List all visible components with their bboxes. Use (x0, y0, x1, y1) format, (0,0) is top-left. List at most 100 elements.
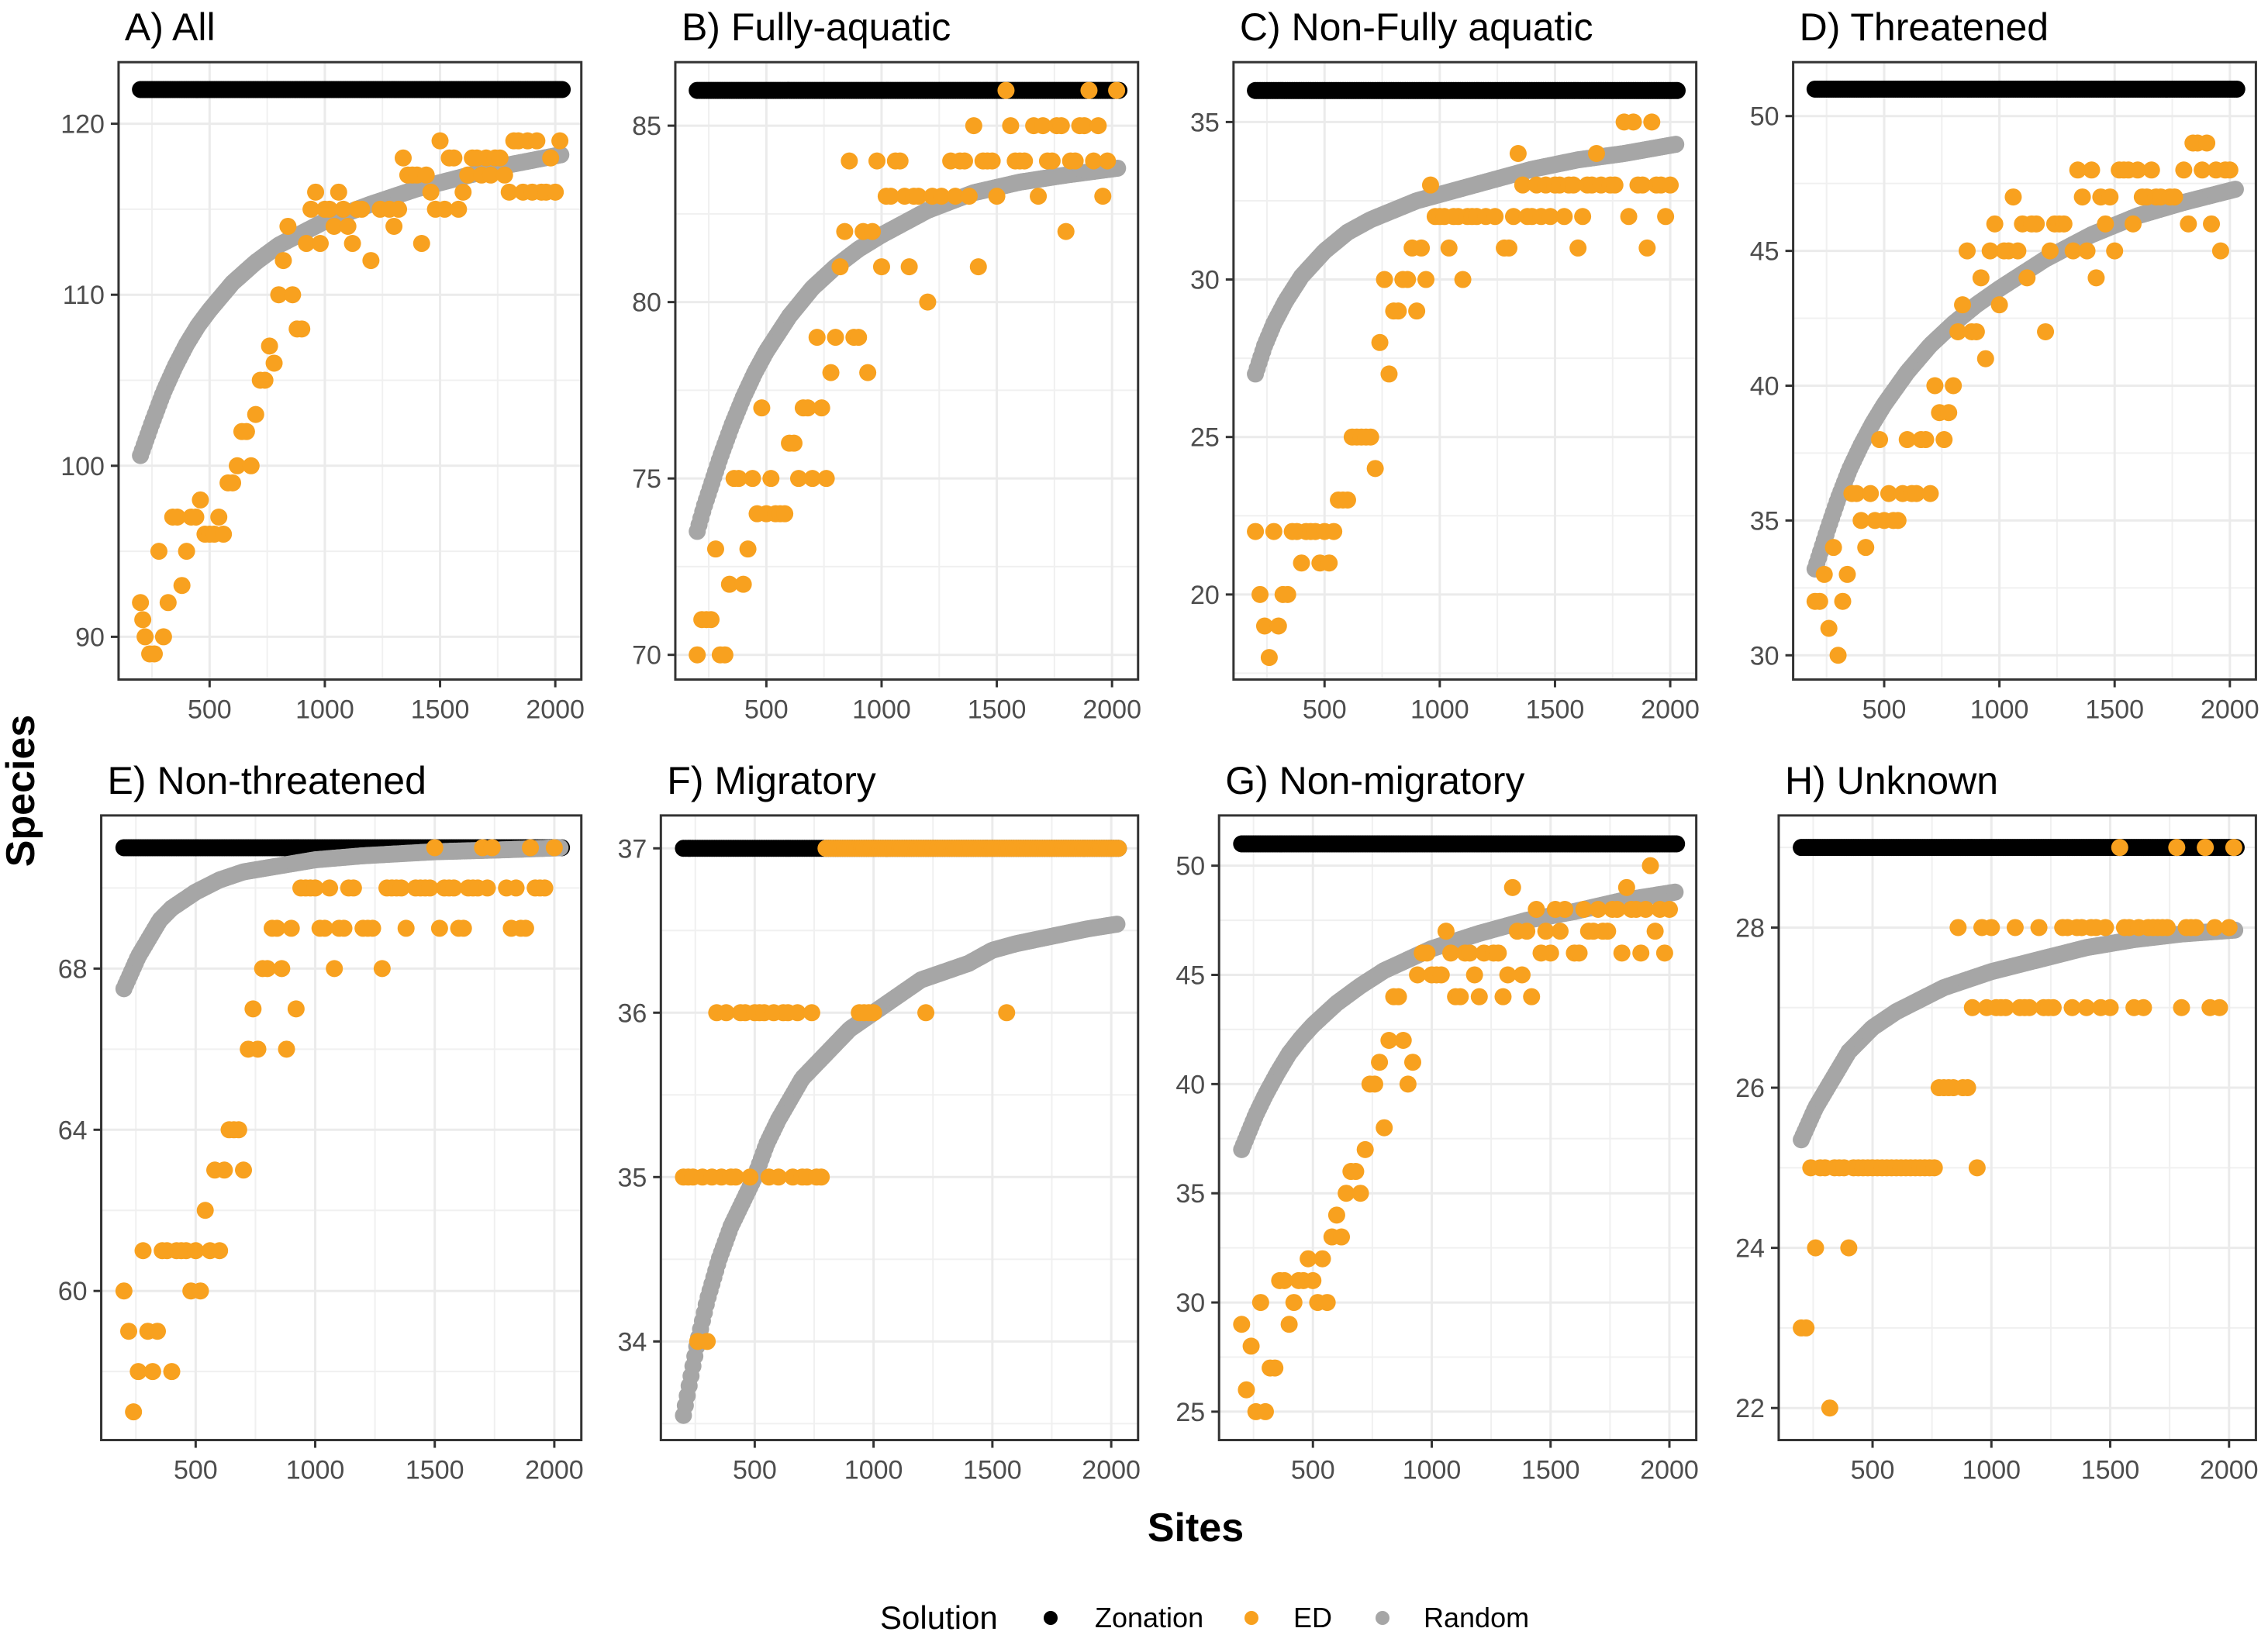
ed-point (278, 1040, 295, 1058)
x-tick-label: 2000 (525, 1456, 584, 1485)
x-tick-label: 2000 (1082, 695, 1141, 725)
ed-point (1657, 208, 1675, 226)
x-tick-label: 2000 (526, 695, 585, 725)
ed-point (1366, 460, 1384, 478)
y-tick-label: 80 (632, 288, 661, 318)
panel-border (1232, 60, 1698, 681)
legend-key-ed (1244, 1611, 1258, 1625)
ed-point (1376, 1119, 1393, 1137)
y-tick-label: 36 (617, 999, 647, 1028)
ed-point (2173, 999, 2190, 1016)
ed-point (343, 235, 361, 253)
ed-point (1643, 113, 1661, 131)
ed-point (1840, 1239, 1858, 1257)
ed-point (320, 200, 338, 218)
ed-point (803, 1004, 820, 1022)
ed-point (1513, 966, 1531, 984)
y-tick-label: 30 (1190, 266, 1220, 295)
ed-point (741, 1168, 759, 1186)
ed-point (1238, 1381, 1255, 1399)
ed-point (1848, 485, 1866, 502)
ed-point (2097, 215, 2114, 233)
ed-point (1959, 1079, 1976, 1097)
ed-point (2159, 919, 2177, 937)
ed-point (196, 1202, 214, 1219)
y-tick-label: 90 (75, 623, 105, 652)
ed-point (224, 474, 242, 492)
ed-point (215, 526, 233, 543)
ed-point (734, 575, 752, 593)
ed-point (1470, 988, 1488, 1005)
ed-point (168, 508, 186, 526)
ed-point (268, 919, 286, 937)
panel-title: H) Unknown (1785, 759, 1998, 802)
ed-point (699, 1333, 716, 1350)
ed-point (1599, 923, 1617, 940)
ed-point (2220, 919, 2238, 937)
y-tick-label: 22 (1735, 1394, 1765, 1423)
x-tick-label: 1000 (852, 695, 911, 725)
ed-point (1399, 1075, 1417, 1093)
ed-point (822, 364, 840, 381)
ed-point (2111, 839, 2128, 857)
ed-point (1949, 919, 1967, 937)
ed-point (298, 235, 316, 253)
ed-point (1606, 176, 1624, 194)
ed-point (454, 183, 472, 201)
panel-border (100, 814, 583, 1442)
x-tick-label: 1500 (968, 695, 1027, 725)
ed-point (910, 188, 927, 205)
ed-point (2221, 161, 2239, 179)
ed-point (730, 470, 747, 488)
ed-point (1108, 81, 1126, 99)
ed-point (1921, 485, 1939, 502)
ed-point (1452, 988, 1469, 1005)
ed-point (149, 1323, 167, 1340)
ed-point (1380, 1032, 1398, 1050)
ed-point (1523, 988, 1541, 1005)
ed-point (1565, 176, 1583, 194)
ed-point (311, 235, 329, 253)
ed-point (125, 1403, 143, 1421)
ed-point (230, 1121, 247, 1139)
ed-point (145, 645, 163, 663)
ed-point (187, 1242, 205, 1260)
ed-point (1552, 923, 1569, 940)
zonation-point (1668, 835, 1686, 853)
zonation-point (554, 81, 571, 98)
ed-point (422, 183, 440, 201)
ed-point (1824, 539, 1842, 557)
ed-point (321, 879, 339, 897)
ed-point (2101, 999, 2119, 1016)
ed-point (159, 594, 177, 612)
points-layer (689, 81, 1128, 664)
ed-point (2009, 242, 2027, 260)
ed-point (1889, 512, 1907, 529)
ed-point (1389, 988, 1407, 1005)
random-point (1667, 136, 1685, 153)
x-tick-label: 1000 (844, 1456, 903, 1485)
ed-point (1269, 617, 1287, 635)
ed-point (706, 540, 724, 558)
ed-point (1634, 176, 1652, 194)
y-tick-label: 30 (1175, 1288, 1205, 1318)
ed-point (542, 149, 560, 167)
ed-point (2106, 242, 2124, 260)
zonation-point (2228, 80, 2246, 98)
ed-point (2097, 919, 2114, 937)
ed-point (1821, 1399, 1838, 1417)
ed-point (1002, 117, 1020, 135)
ed-point (1085, 152, 1103, 170)
ed-point (864, 222, 882, 240)
ed-point (1820, 619, 1838, 637)
ed-point (1541, 208, 1559, 226)
ed-point (1442, 944, 1460, 962)
ed-point (1898, 431, 1916, 449)
ed-point (1242, 1337, 1260, 1355)
y-tick-label: 50 (1175, 852, 1205, 881)
ed-point (445, 879, 463, 897)
ed-point (1509, 145, 1527, 163)
random-point (1108, 916, 1126, 933)
ed-point (284, 286, 302, 304)
x-tick-label: 500 (188, 695, 232, 725)
